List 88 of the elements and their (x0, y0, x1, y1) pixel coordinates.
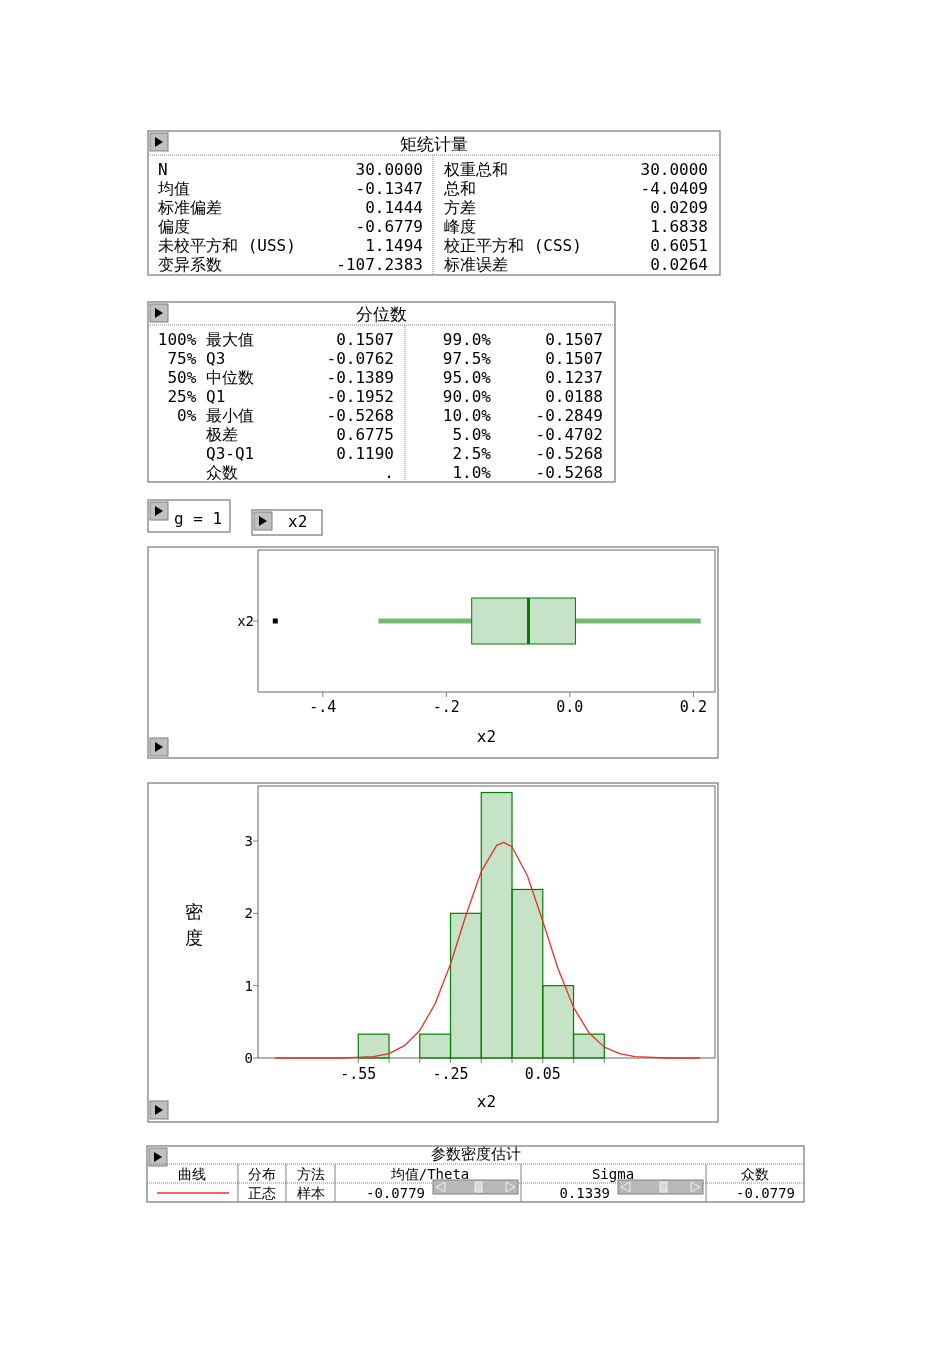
text: 众数 (741, 1166, 769, 1182)
text: -0.5268 (535, 463, 603, 482)
x-tick-label: 0.0 (556, 698, 584, 716)
text: -0.2849 (535, 406, 603, 425)
text: 变异系数 (158, 255, 222, 274)
line-series (274, 841, 701, 1059)
text: 5.0% (452, 425, 492, 444)
text: 0.1507 (336, 330, 394, 349)
text: -4.0409 (640, 179, 708, 198)
x-axis-title: x2 (476, 1092, 497, 1111)
text: 99.0% (442, 330, 492, 349)
text: . (384, 463, 394, 482)
text: 97.5% (442, 349, 492, 368)
y-tick-label: 0 (244, 1050, 253, 1066)
y-tick-label: 2 (244, 905, 253, 922)
x-tick-label: -.2 (432, 698, 460, 716)
text: 30.0000 (640, 160, 708, 179)
text: 标准误差 (443, 255, 508, 274)
text: 均值/Theta (389, 1166, 470, 1182)
y-tick-label: 3 (244, 832, 253, 849)
text: 曲线 (178, 1166, 206, 1182)
text: 分位数 (356, 304, 407, 324)
text: 100% 最大值 (157, 330, 254, 349)
x-tick-label: -.25 (432, 1065, 469, 1083)
text: 2.5% (452, 444, 492, 463)
text: 90.0% (442, 387, 492, 406)
text: -0.5268 (535, 444, 603, 463)
text: 0.6051 (650, 236, 708, 255)
text: 0.1507 (545, 330, 603, 349)
text: 0.1339 (559, 1185, 610, 1201)
text: -0.1389 (326, 368, 394, 387)
text: 分布 (248, 1166, 276, 1182)
text: 方法 (297, 1166, 325, 1182)
x-tick-label: -.4 (309, 698, 337, 716)
text: 1.0% (452, 463, 492, 482)
text: 偏度 (158, 217, 190, 236)
x-tick-label: 0.2 (679, 698, 707, 716)
text: 0.6775 (336, 425, 394, 444)
text: 标准偏差 (157, 198, 222, 217)
text: 0.0188 (545, 387, 603, 406)
text: 0.0264 (650, 255, 708, 274)
text: 方差 (444, 198, 476, 217)
text: 0.1444 (365, 198, 423, 217)
text: 0.0209 (650, 198, 708, 217)
text: 众数 (206, 463, 238, 482)
text: -0.5268 (326, 406, 394, 425)
text: 参数密度估计 (430, 1145, 521, 1163)
text: 50% 中位数 (167, 368, 254, 387)
text: 95.0% (442, 368, 492, 387)
text: -0.6779 (355, 217, 423, 236)
text: 均值 (157, 179, 190, 198)
text: -0.0779 (365, 1185, 425, 1201)
x-axis-title: x2 (476, 727, 497, 746)
text: 0.1237 (545, 368, 603, 387)
text: 校正平方和 (CSS) (443, 236, 582, 255)
text: 权重总和 (443, 160, 508, 179)
text: 样本 (297, 1185, 325, 1201)
text: 25% Q1 (167, 387, 226, 406)
y-tick-label: 1 (244, 977, 253, 994)
text: 峰度 (444, 217, 476, 236)
text: 1.6838 (650, 217, 708, 236)
text: 正态 (248, 1185, 276, 1201)
text: -107.2383 (336, 255, 423, 274)
text: 0.1507 (545, 349, 603, 368)
text: 未校平方和 (USS) (158, 236, 296, 255)
text: 矩统计量 (400, 134, 468, 154)
text: -0.1347 (355, 179, 423, 198)
text: -0.0762 (326, 349, 394, 368)
text: 0.1190 (336, 444, 394, 463)
text: 30.0000 (355, 160, 423, 179)
text: x2 (288, 512, 308, 531)
text: -0.1952 (326, 387, 394, 406)
text: -0.4702 (535, 425, 603, 444)
x-tick-label: -.55 (340, 1065, 377, 1083)
text: 1.1494 (365, 236, 423, 255)
text: Q3-Q1 (206, 444, 255, 463)
text: 0% 最小值 (177, 406, 254, 425)
text: -0.0779 (735, 1185, 795, 1201)
text: 75% Q3 (167, 349, 226, 368)
text: 总和 (443, 179, 476, 198)
y-axis-title: 密度 (185, 901, 203, 948)
text: 10.0% (442, 406, 492, 425)
x-tick-label: 0.05 (524, 1065, 561, 1083)
text: Sigma (591, 1166, 635, 1182)
text: g = 1 (174, 509, 223, 528)
text: N (158, 160, 168, 179)
y-tick-label: x2 (237, 613, 254, 629)
text: 极差 (205, 425, 238, 444)
